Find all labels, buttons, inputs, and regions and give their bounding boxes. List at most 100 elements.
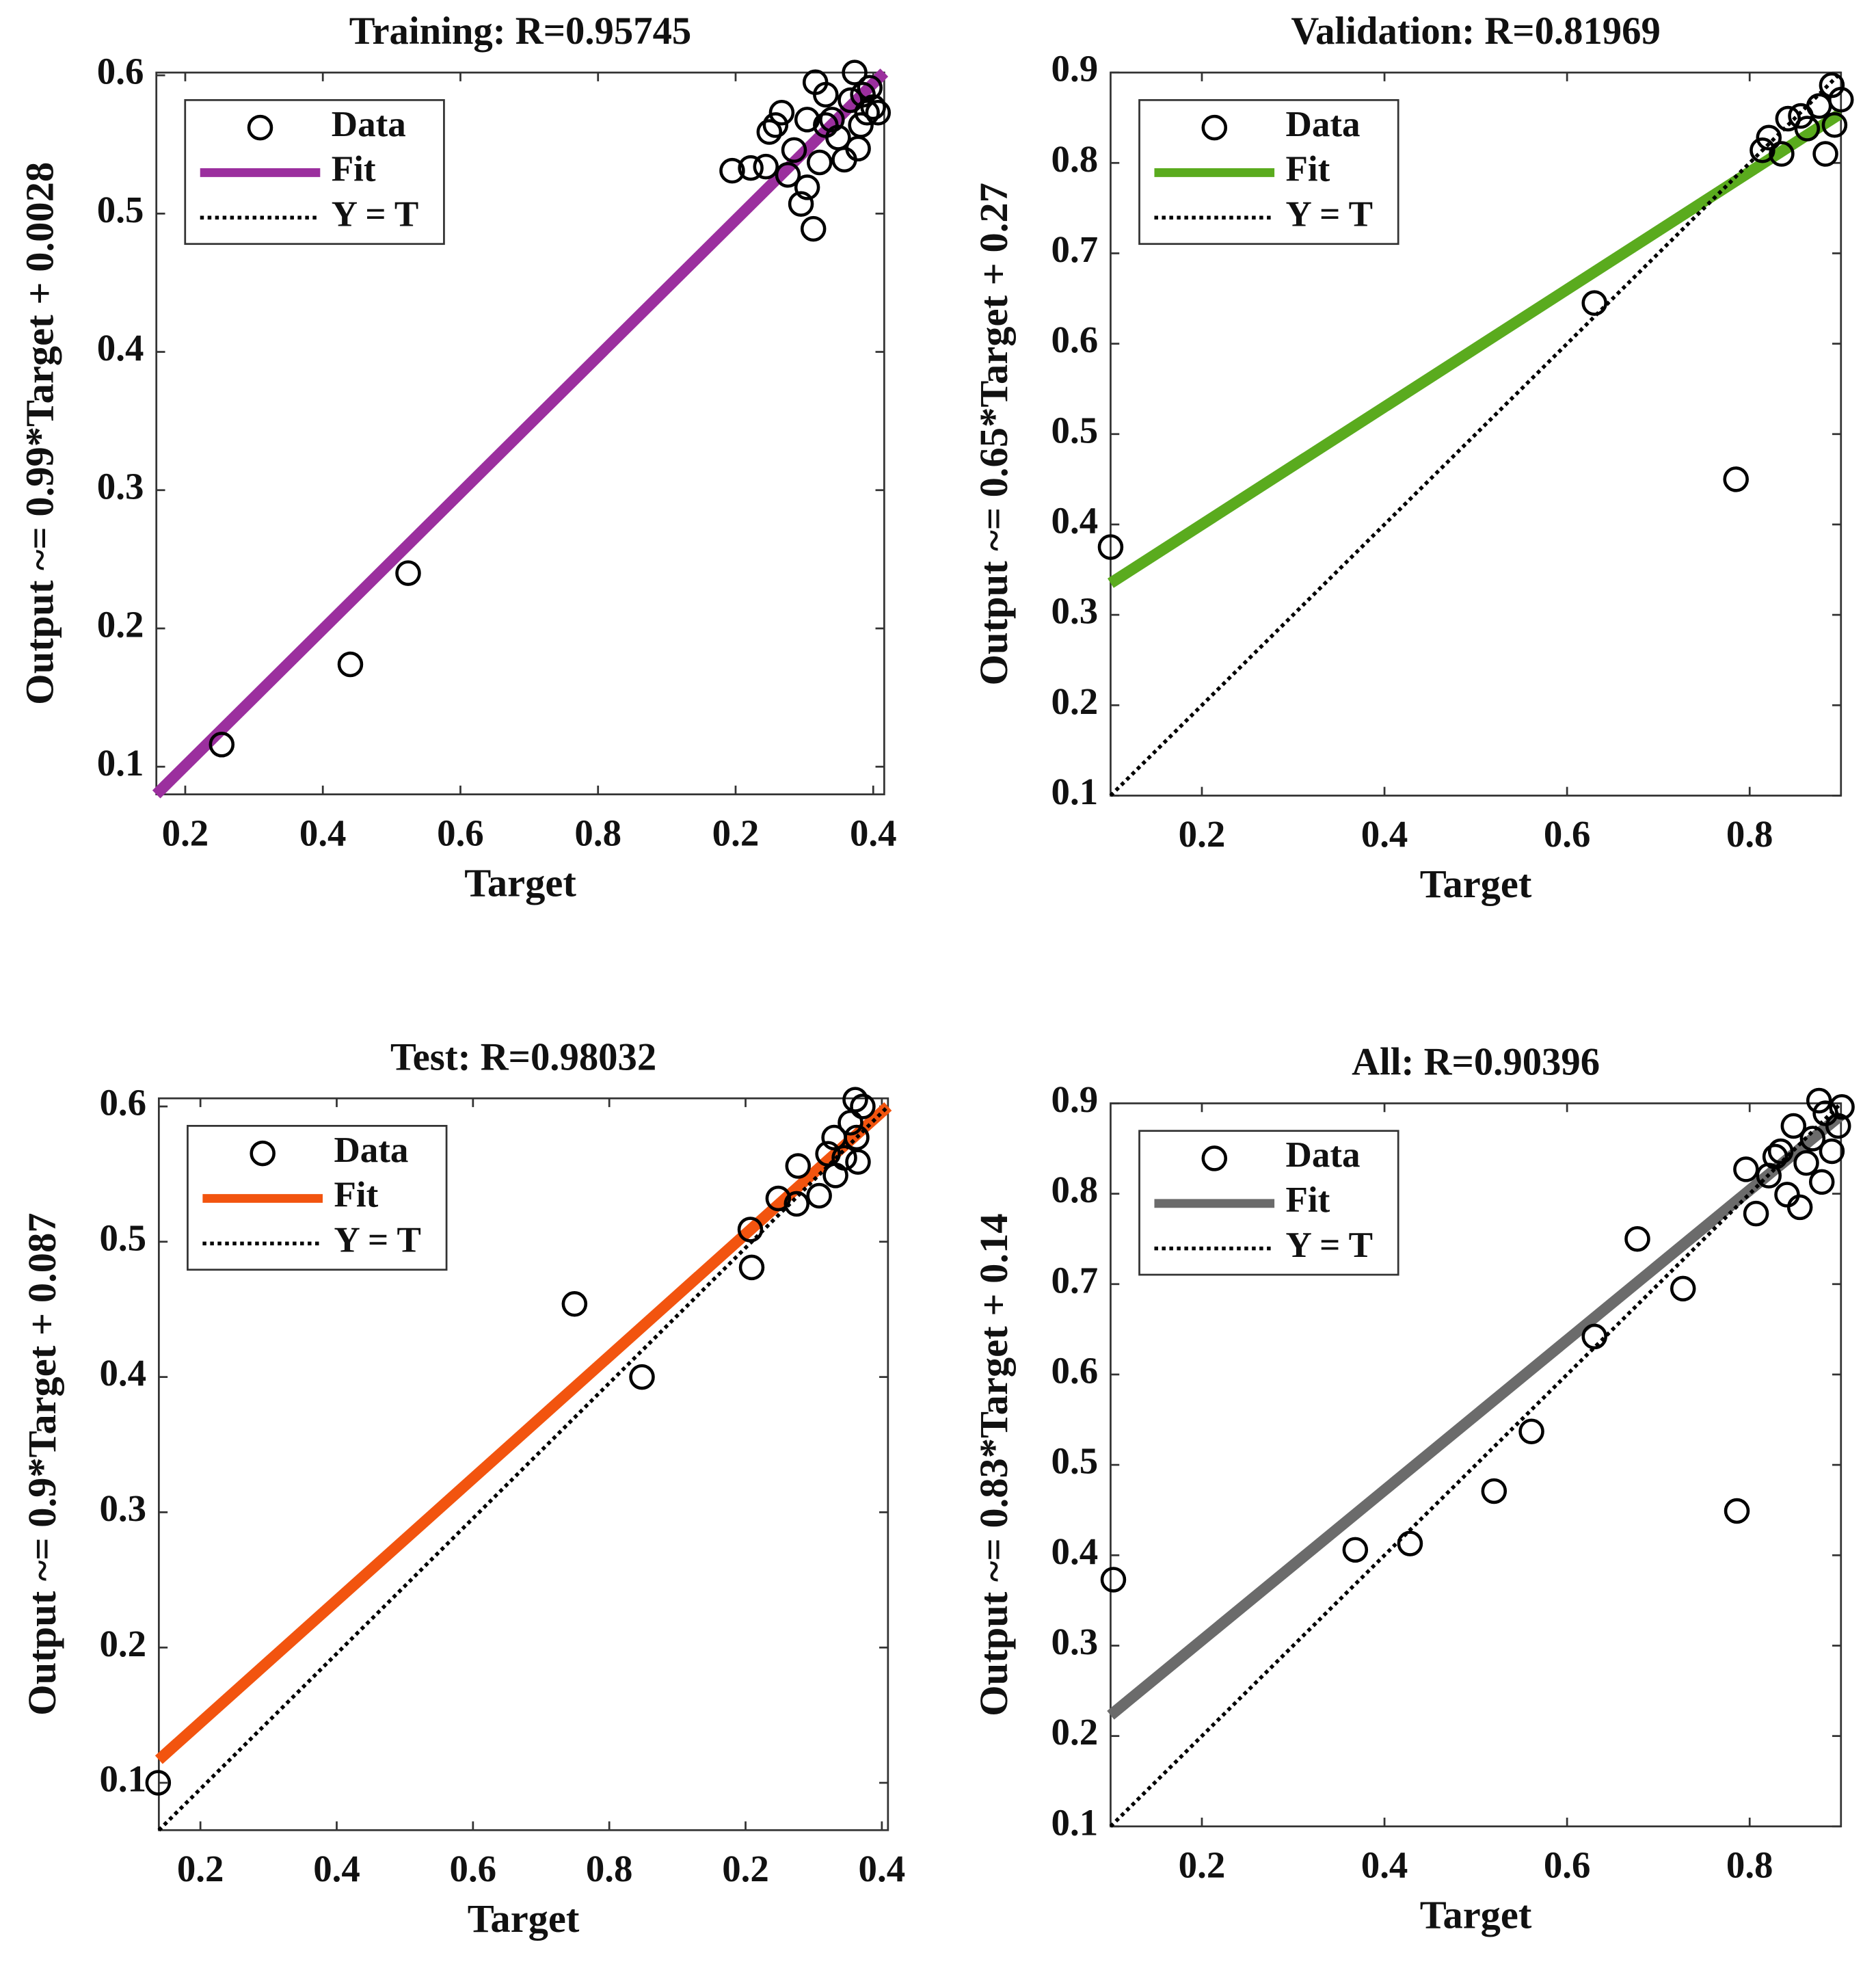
legend-label: Y = T <box>334 1220 420 1260</box>
data-point <box>806 149 833 176</box>
data-point <box>854 99 880 126</box>
y-tick-label: 0.2 <box>97 604 144 646</box>
x-tick-label: 0.8 <box>1726 813 1773 855</box>
data-point <box>1097 534 1124 560</box>
x-tick-label: 0.8 <box>586 1848 633 1889</box>
data-point <box>1769 141 1795 167</box>
x-tick-label: 0.2 <box>1179 813 1226 855</box>
data-point <box>860 94 886 120</box>
data-point <box>1825 1113 1851 1139</box>
data-point <box>1808 1169 1835 1195</box>
data-point <box>145 1770 172 1796</box>
data-point <box>838 87 863 114</box>
x-tick-label: 0.2 <box>712 812 760 853</box>
data-point <box>819 107 845 133</box>
data-point <box>831 1145 857 1171</box>
y-tick-label: 0.5 <box>97 189 144 230</box>
x-tick-label: 0.4 <box>1361 813 1408 855</box>
fit-line <box>155 1102 892 1764</box>
data-point <box>1774 1182 1800 1208</box>
data-point <box>1743 1200 1769 1227</box>
x-tick-label: 0.4 <box>850 812 897 853</box>
data-point <box>865 99 892 126</box>
legend-label: Data <box>1286 1135 1361 1175</box>
data-point <box>785 1153 812 1179</box>
data-point <box>765 1185 792 1212</box>
x-tick-label: 0.4 <box>313 1848 360 1889</box>
x-tick-label: 0.2 <box>177 1848 224 1889</box>
data-point <box>781 137 807 163</box>
data-point <box>1819 1138 1845 1165</box>
data-point <box>1756 124 1782 151</box>
data-point <box>850 1093 876 1119</box>
y-tick-label: 0.2 <box>1051 1711 1099 1753</box>
chart-title: Test: R=0.98032 <box>390 1035 656 1078</box>
x-tick-label: 0.4 <box>299 812 347 853</box>
data-point <box>844 1124 870 1151</box>
legend-label: Data <box>334 1130 408 1170</box>
legend-label: Fit <box>1286 150 1330 189</box>
y-tick-label: 0.4 <box>1051 500 1099 542</box>
data-point <box>788 191 814 217</box>
data-point <box>1733 1156 1759 1182</box>
legend-label: Data <box>1286 105 1361 144</box>
data-point <box>1788 103 1814 129</box>
data-point <box>857 75 883 101</box>
y-axis-label: Output ~= 0.83*Target + 0.14 <box>972 1213 1016 1716</box>
x-tick-label: 0.6 <box>450 1848 497 1889</box>
y-tick-label: 0.8 <box>1051 138 1099 180</box>
y-tick-label: 0.7 <box>1051 228 1099 270</box>
data-point <box>1518 1418 1544 1444</box>
x-axis-label: Target <box>1420 862 1532 906</box>
data-point <box>738 155 764 181</box>
data-point <box>800 215 827 242</box>
x-tick-label: 0.6 <box>1544 813 1591 855</box>
data-point <box>561 1291 588 1317</box>
data-point <box>737 1217 764 1243</box>
data-point <box>1828 86 1854 113</box>
data-point <box>753 153 779 180</box>
legend-marker <box>250 1140 276 1167</box>
x-tick-label: 0.8 <box>574 812 621 853</box>
data-point <box>1750 137 1776 163</box>
data-point <box>1780 1113 1807 1139</box>
x-tick-label: 0.8 <box>1726 1844 1773 1886</box>
legend-marker <box>247 114 273 141</box>
legend: Data Fit Y = T <box>184 98 445 246</box>
data-point <box>783 1191 810 1217</box>
legend: Data Fit Y = T <box>187 1124 448 1271</box>
x-tick-label: 0.6 <box>1544 1844 1591 1886</box>
x-axis-label: Target <box>464 860 576 905</box>
data-point <box>738 1254 765 1281</box>
data-point <box>1397 1530 1423 1556</box>
data-point <box>845 1149 871 1175</box>
data-point <box>1767 1138 1794 1165</box>
legend: Data Fit Y = T <box>1138 98 1399 246</box>
data-point <box>1821 112 1848 138</box>
data-point <box>848 112 874 138</box>
y-tick-label: 0.6 <box>1051 1350 1099 1392</box>
data-point <box>209 732 235 758</box>
y-axis-label: Output ~= 0.99*Target + 0.0028 <box>17 162 62 705</box>
data-point <box>1100 1567 1127 1593</box>
y-tick-label: 0.6 <box>97 51 144 92</box>
x-axis-label: Target <box>1420 1893 1532 1937</box>
y-tick-label: 0.3 <box>1051 1621 1099 1662</box>
legend: Data Fit Y = T <box>1138 1130 1399 1276</box>
data-point <box>842 59 868 85</box>
legend-label: Y = T <box>1286 194 1373 234</box>
y-tick-label: 0.8 <box>1051 1169 1099 1210</box>
data-point <box>1819 72 1845 98</box>
data-point <box>813 81 839 108</box>
data-point <box>1812 141 1838 167</box>
y-axis-label: Output ~= 0.9*Target + 0.087 <box>20 1212 64 1715</box>
identity-line <box>157 1105 889 1832</box>
y-tick-label: 0.5 <box>99 1217 146 1258</box>
x-tick-label: 0.2 <box>1179 1844 1226 1886</box>
x-tick-label: 0.2 <box>162 812 209 853</box>
data-point <box>775 161 801 188</box>
y-tick-label: 0.4 <box>99 1352 146 1394</box>
data-point <box>1581 1323 1607 1350</box>
